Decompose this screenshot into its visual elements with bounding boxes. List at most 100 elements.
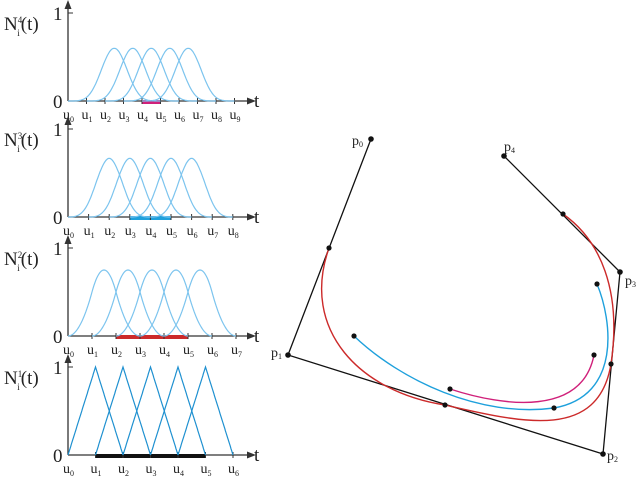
control-point-p4: p4 <box>501 140 515 159</box>
knot-label-sub: 2 <box>107 115 111 124</box>
knot-label-sub: 4 <box>180 469 184 478</box>
control-point-label-sub: 0 <box>359 140 363 149</box>
knot-label: u3 <box>125 224 136 240</box>
knot-label: u7 <box>231 343 242 359</box>
function-label-index: i <box>17 263 20 273</box>
knot-label-sub: 4 <box>166 350 170 359</box>
control-point-marker <box>501 153 507 159</box>
knot-label-sub: 1 <box>91 231 95 240</box>
knot-label-sub: 0 <box>70 350 74 359</box>
curve-point-marker <box>447 386 453 392</box>
control-point-p1: p1 <box>271 346 291 361</box>
knot-label-sub: 0 <box>70 469 74 478</box>
knot-label-sub: 3 <box>153 469 157 478</box>
function-label: N2 i(t) <box>4 249 39 273</box>
t-axis-arrow-icon <box>247 213 256 221</box>
knot-label-base: u <box>84 224 91 239</box>
knot-label-base: u <box>119 108 126 123</box>
degree3-curve <box>353 283 609 411</box>
basis-function-curve <box>163 269 237 337</box>
knot-label-base: u <box>63 108 70 123</box>
knot-label-base: u <box>111 343 118 358</box>
basis-function-curve <box>177 365 234 456</box>
knot-label: u4 <box>159 343 170 359</box>
control-point-label: p4 <box>504 140 515 155</box>
knot-label: u1 <box>84 224 95 240</box>
knot-label-sub: 3 <box>132 231 136 240</box>
knot-label-sub: 1 <box>98 469 102 478</box>
knot-label: u6 <box>174 108 185 124</box>
curve-point-marker <box>442 402 448 408</box>
control-point-label-base: p <box>607 449 614 464</box>
n-axis-arrow-icon <box>64 116 72 125</box>
basis-chart-degree-1: 10 tN1 i(t)u0 u1 u2 u3 u4 u5 u6 <box>4 354 260 478</box>
knot-label-sub: 7 <box>238 350 242 359</box>
function-label-degree: 4 <box>18 15 23 25</box>
basis-function-curve <box>150 157 233 218</box>
knot-label-base: u <box>145 224 152 239</box>
knot-label-sub: 5 <box>208 469 212 478</box>
knot-label: u8 <box>211 108 222 124</box>
control-point-label-base: p <box>625 274 632 289</box>
knot-label: u0 <box>63 343 74 359</box>
function-label-arg: (t) <box>21 368 39 389</box>
curve-point-marker <box>591 352 597 358</box>
knot-label-base: u <box>187 224 194 239</box>
curve-point-marker <box>560 211 566 217</box>
knot-label-base: u <box>137 108 144 123</box>
knot-label-sub: 4 <box>152 231 156 240</box>
knot-label: u4 <box>137 108 148 124</box>
y-label-one: 1 <box>53 358 63 379</box>
knot-label: u4 <box>173 462 184 478</box>
basis-function-curve <box>142 47 235 102</box>
knot-label: u8 <box>228 224 239 240</box>
basis-chart-degree-2: 10 tN2 i(t)u0 u1 u2 u3 u4 u5 u6 u7 <box>4 235 260 359</box>
basis-function-curve <box>94 365 152 456</box>
basis-function-curve <box>122 365 179 456</box>
knot-label-sub: 9 <box>237 115 241 124</box>
knot-label-sub: 5 <box>190 350 194 359</box>
control-point-p0: p0 <box>352 134 374 149</box>
control-point-label-sub: 2 <box>614 455 618 464</box>
knot-label-sub: 3 <box>126 115 130 124</box>
control-point-label: p2 <box>607 449 618 464</box>
y-label-zero: 0 <box>53 446 63 467</box>
knot-label-base: u <box>159 343 166 358</box>
n-axis-arrow-icon <box>64 235 72 244</box>
knot-label-sub: 2 <box>111 231 115 240</box>
knot-label-sub: 0 <box>70 115 74 124</box>
y-label-one: 1 <box>53 4 63 25</box>
basis-function-curve <box>67 365 124 456</box>
knot-label-base: u <box>207 224 214 239</box>
t-axis-arrow-icon <box>247 451 256 459</box>
basis-function-curve <box>68 47 161 102</box>
knot-label: u0 <box>63 108 74 124</box>
x-label-t: t <box>254 207 260 228</box>
t-axis-arrow-icon <box>247 332 256 340</box>
knot-label-base: u <box>87 343 94 358</box>
n-axis-arrow-icon <box>64 0 72 9</box>
function-label-base: N <box>4 368 18 389</box>
control-point-label-base: p <box>271 346 278 361</box>
knot-label: u5 <box>201 462 212 478</box>
knot-label-base: u <box>211 108 218 123</box>
knot-label-base: u <box>230 108 237 123</box>
function-label-base: N <box>4 130 18 151</box>
knot-label: u2 <box>104 224 115 240</box>
basis-function-curve <box>86 47 179 102</box>
knot-label: u1 <box>91 462 102 478</box>
knot-label-base: u <box>104 224 111 239</box>
knot-label-sub: 6 <box>235 469 239 478</box>
x-label-t: t <box>254 445 260 466</box>
knot-label: u2 <box>111 343 122 359</box>
knot-label-base: u <box>174 108 181 123</box>
knot-label: u0 <box>63 462 74 478</box>
knot-label-sub: 8 <box>218 115 222 124</box>
knot-label-base: u <box>183 343 190 358</box>
knot-label-sub: 2 <box>118 350 122 359</box>
function-label-arg: (t) <box>21 249 39 270</box>
curve-point-marker <box>551 405 557 411</box>
control-point-label: p3 <box>625 274 636 289</box>
